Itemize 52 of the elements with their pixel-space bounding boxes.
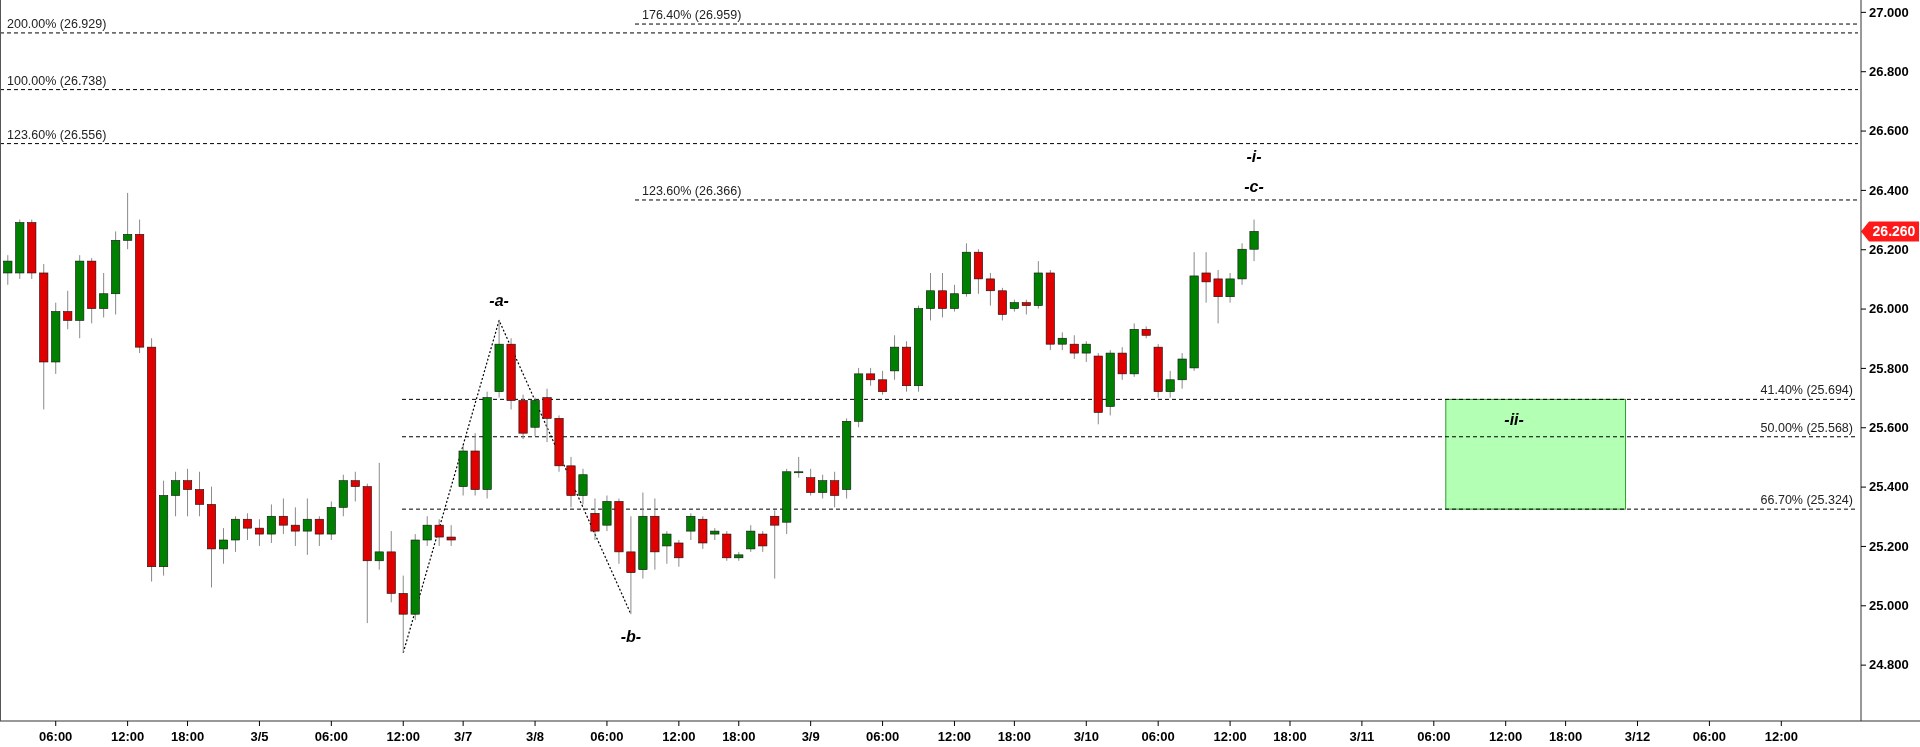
- annotation: -c-: [1244, 177, 1264, 195]
- ref-line-label: 66.70% (25.324): [1760, 493, 1853, 508]
- x-tick-label: 06:00: [1417, 728, 1451, 744]
- x-tick-label: 3/5: [250, 728, 269, 744]
- x-tick-label: 06:00: [314, 728, 348, 744]
- y-tick-label: 25.800: [1869, 360, 1909, 376]
- x-tick-label: 12:00: [1764, 728, 1798, 744]
- x-tick-label: 12:00: [937, 728, 972, 744]
- y-tick-label: 25.400: [1869, 479, 1909, 495]
- ref-line-label: 41.40% (25.694): [1760, 383, 1853, 398]
- price-tag: 26.260: [1861, 221, 1919, 242]
- x-tick-label: 06:00: [1692, 728, 1727, 744]
- x-tick-label: 06:00: [1141, 728, 1175, 744]
- y-tick-label: 26.800: [1869, 63, 1909, 79]
- x-tick-label: 06:00: [865, 728, 900, 744]
- x-tick-label: 3/8: [526, 728, 545, 744]
- band-label: -ii-: [1504, 411, 1524, 429]
- y-tick-label: 27.000: [1869, 4, 1909, 20]
- y-tick-label: 25.600: [1869, 419, 1909, 435]
- x-tick-label: 18:00: [722, 728, 756, 744]
- x-tick-label: 12:00: [1213, 728, 1247, 744]
- x-tick-label: 3/10: [1073, 728, 1099, 744]
- y-tick-label: 25.200: [1869, 538, 1909, 554]
- y-tick-label: 25.000: [1869, 597, 1909, 613]
- annotation: -a-: [489, 292, 509, 310]
- x-tick-label: 06:00: [590, 728, 624, 744]
- x-tick-label: 12:00: [662, 728, 696, 744]
- x-tick-label: 18:00: [1548, 728, 1583, 744]
- y-tick-label: 26.600: [1869, 123, 1909, 139]
- annotation: -i-: [1246, 147, 1262, 165]
- ref-line-label: 123.60% (26.366): [642, 183, 742, 198]
- ref-line-label: 200.00% (26.929): [7, 16, 107, 31]
- ref-line-label: 176.40% (26.959): [642, 8, 742, 23]
- y-tick-label: 24.800: [1869, 657, 1909, 673]
- y-tick-label: 26.200: [1869, 241, 1909, 257]
- x-tick-label: 12:00: [386, 728, 420, 744]
- ref-line-label: 100.00% (26.738): [7, 73, 107, 88]
- x-tick-label: 18:00: [170, 728, 205, 744]
- x-tick-label: 06:00: [39, 728, 73, 744]
- y-tick-label: 26.400: [1869, 182, 1909, 198]
- x-tick-label: 3/12: [1624, 728, 1651, 744]
- x-tick-label: 12:00: [1489, 728, 1523, 744]
- x-tick-label: 3/9: [801, 728, 820, 744]
- x-tick-label: 3/7: [454, 728, 473, 744]
- x-tick-label: 12:00: [111, 728, 145, 744]
- x-tick-label: 3/11: [1349, 728, 1375, 744]
- y-tick-label: 26.000: [1869, 301, 1909, 317]
- x-tick-label: 18:00: [997, 728, 1032, 744]
- annotation: -b-: [620, 628, 642, 646]
- ref-line-label: 123.60% (26.556): [7, 127, 107, 142]
- ref-line-label: 50.00% (25.568): [1760, 420, 1853, 435]
- x-tick-label: 18:00: [1273, 728, 1307, 744]
